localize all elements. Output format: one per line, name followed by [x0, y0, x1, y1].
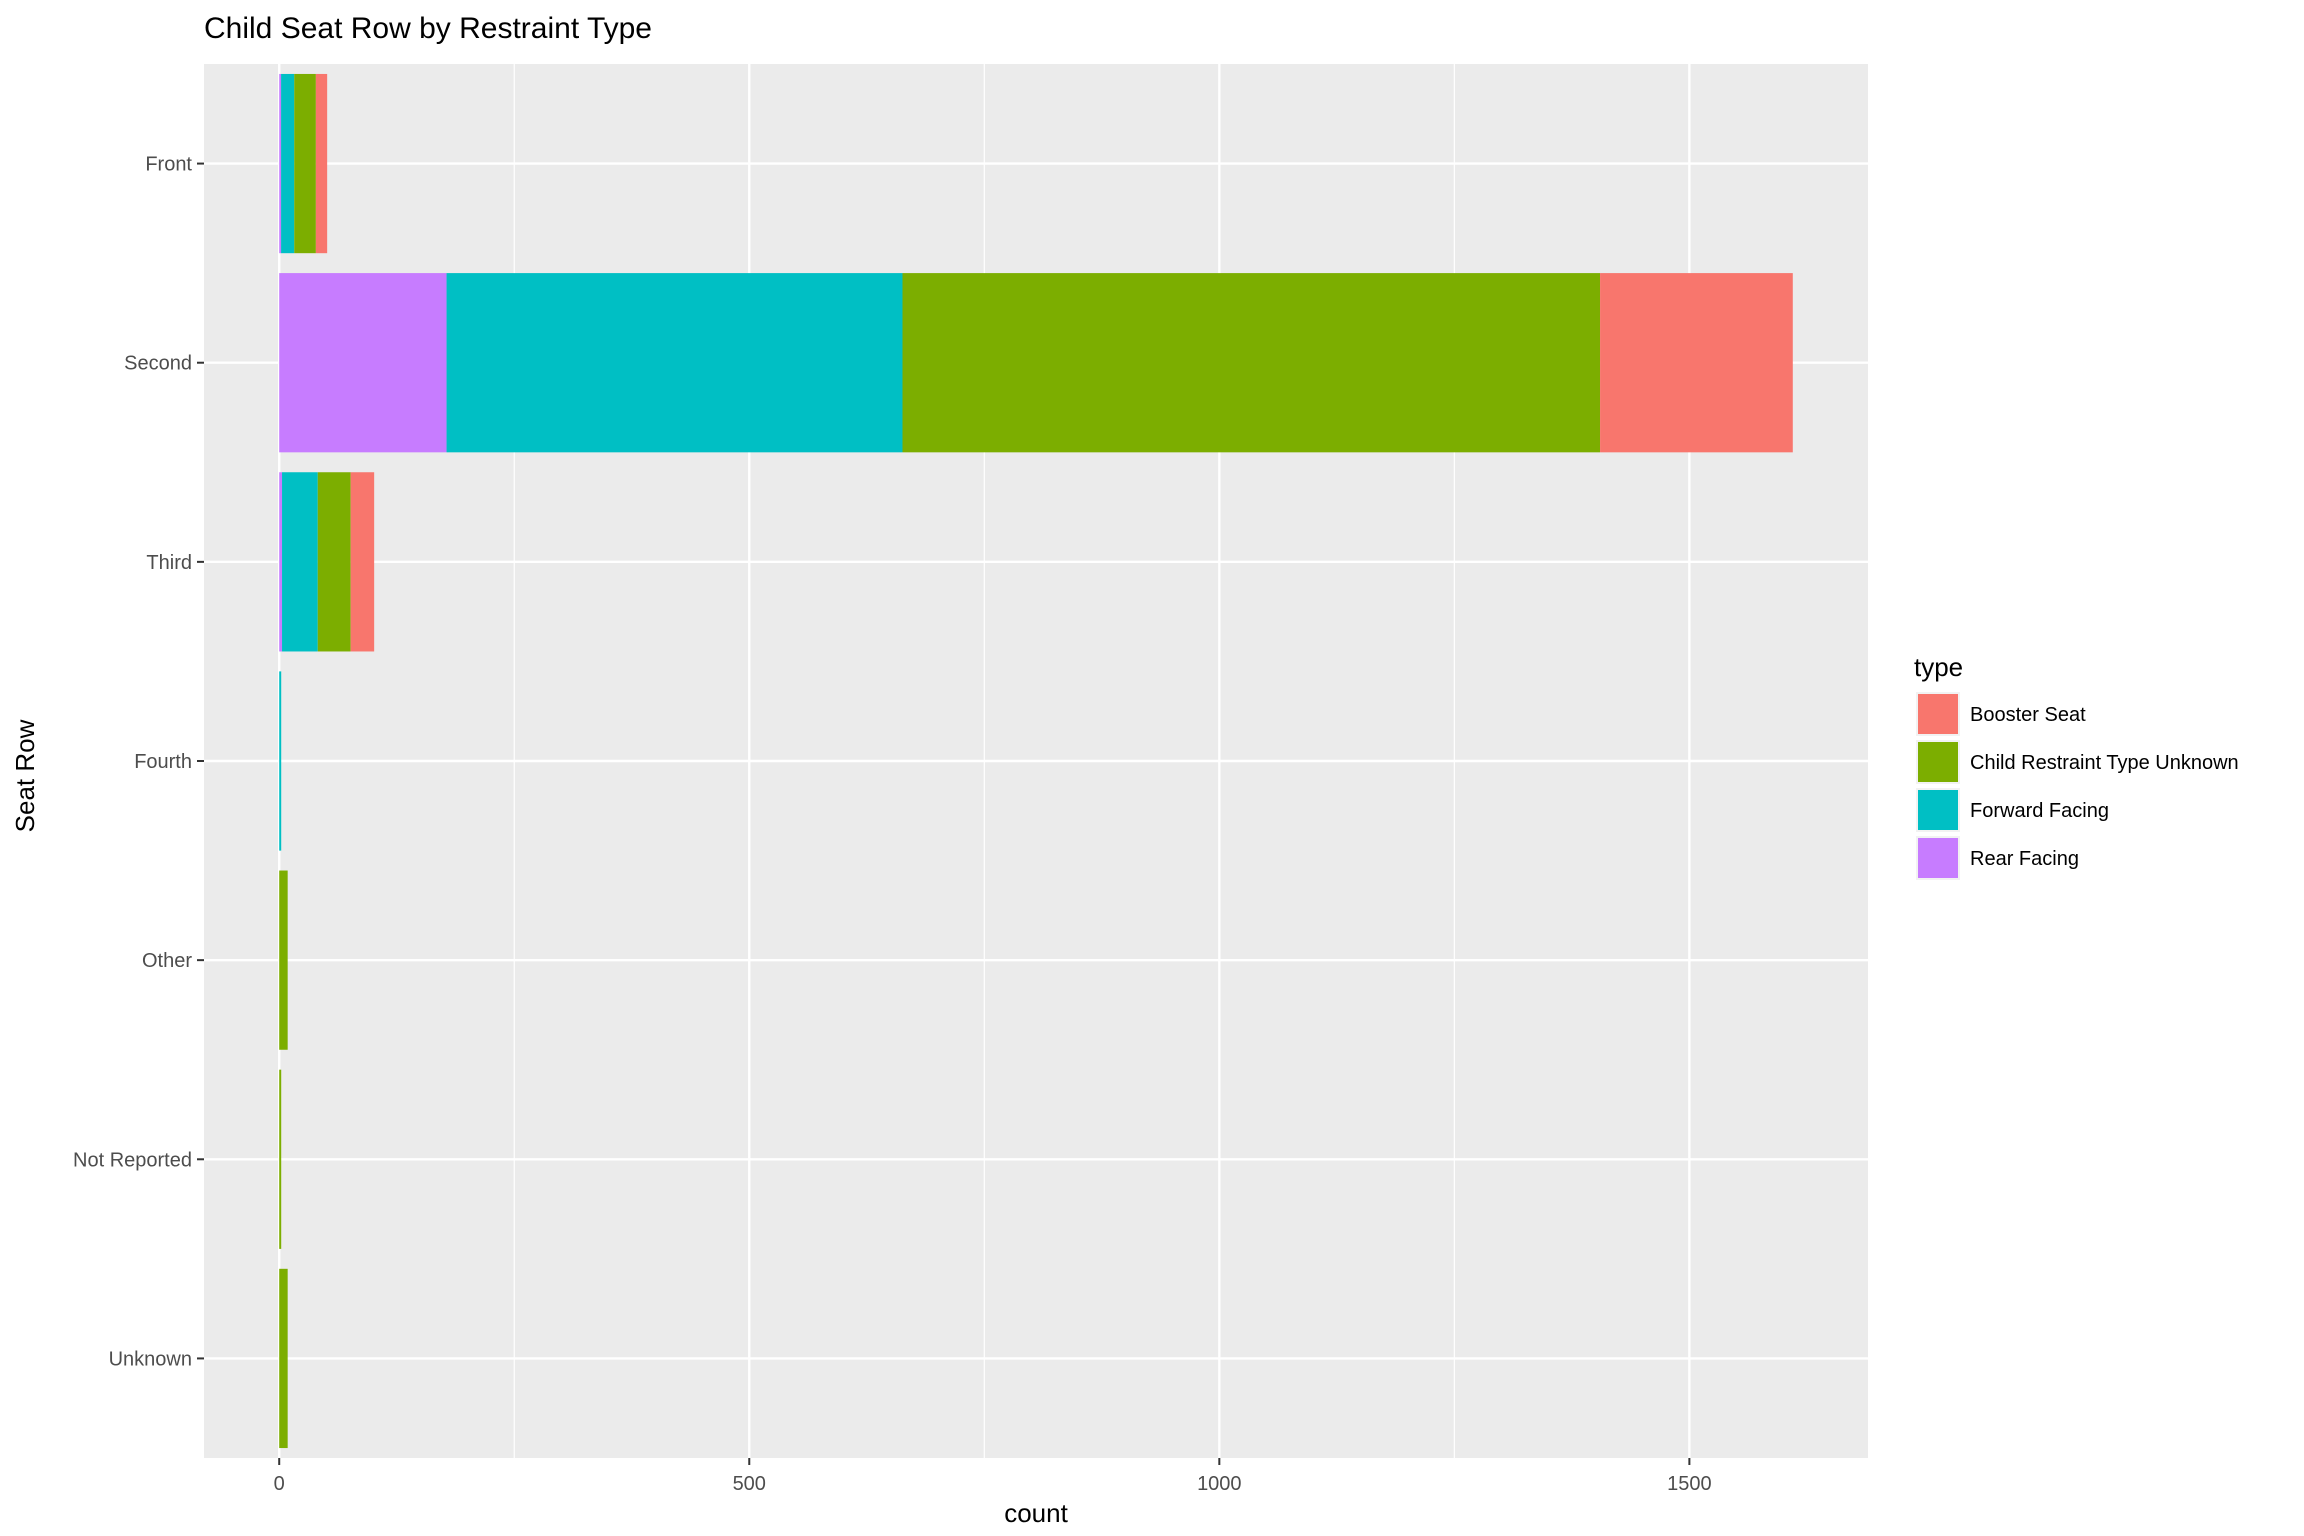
y-tick-label: Not Reported [73, 1149, 192, 1171]
bar-front-child-restraint-type-unknown [294, 73, 316, 254]
legend-label: Booster Seat [1970, 704, 2086, 726]
bar-second-booster-seat [1600, 273, 1793, 453]
bar-third-child-restraint-type-unknown [317, 472, 351, 652]
chart-title: Child Seat Row by Restraint Type [204, 12, 652, 45]
legend-label: Rear Facing [1970, 848, 2079, 870]
bar-front-booster-seat [315, 73, 328, 254]
legend-label: Forward Facing [1970, 800, 2109, 822]
bar-fourth-forward-facing [279, 671, 282, 851]
y-tick-label: Unknown [109, 1348, 192, 1370]
y-tick-label: Third [146, 552, 192, 574]
legend-swatch [1918, 838, 1958, 878]
bar-second-child-restraint-type-unknown [902, 273, 1601, 453]
legend-swatch [1918, 790, 1958, 830]
x-tick-label: 500 [733, 1473, 766, 1495]
bar-front-rear-facing [279, 73, 282, 254]
bar-front-forward-facing [281, 73, 295, 254]
legend-swatch [1918, 694, 1958, 734]
x-tick-label: 0 [274, 1473, 285, 1495]
bar-third-booster-seat [350, 472, 375, 652]
legend-title: type [1914, 652, 1963, 682]
y-tick-label: Second [124, 353, 192, 375]
y-axis: Front Second Third Fourth Other Not Reported U… [73, 154, 204, 1370]
x-axis-title: count [1004, 1498, 1068, 1528]
x-tick-label: 1500 [1667, 1473, 1712, 1495]
bar-other-child-restraint-type-unknown [279, 870, 288, 1050]
bar-second-rear-facing [279, 273, 447, 453]
bar-third-forward-facing [282, 472, 318, 652]
bar-not-reported-child-restraint-type-unknown [279, 1069, 282, 1249]
y-axis-title: Seat Row [10, 719, 40, 832]
legend-swatch [1918, 742, 1958, 782]
bar-second-forward-facing [446, 273, 903, 453]
x-tick-label: 1000 [1197, 1473, 1242, 1495]
bar-unknown-child-restraint-type-unknown [279, 1268, 288, 1449]
y-tick-label: Front [145, 154, 192, 176]
y-tick-label: Other [142, 950, 192, 972]
legend: type Booster Seat Child Restraint Type Un… [1914, 652, 2239, 880]
bar-third-rear-facing [279, 472, 283, 652]
y-tick-label: Fourth [134, 751, 192, 773]
bars [279, 73, 1793, 1449]
legend-label: Child Restraint Type Unknown [1970, 752, 2239, 774]
x-axis: 0 500 1000 1500 [274, 1458, 1712, 1495]
